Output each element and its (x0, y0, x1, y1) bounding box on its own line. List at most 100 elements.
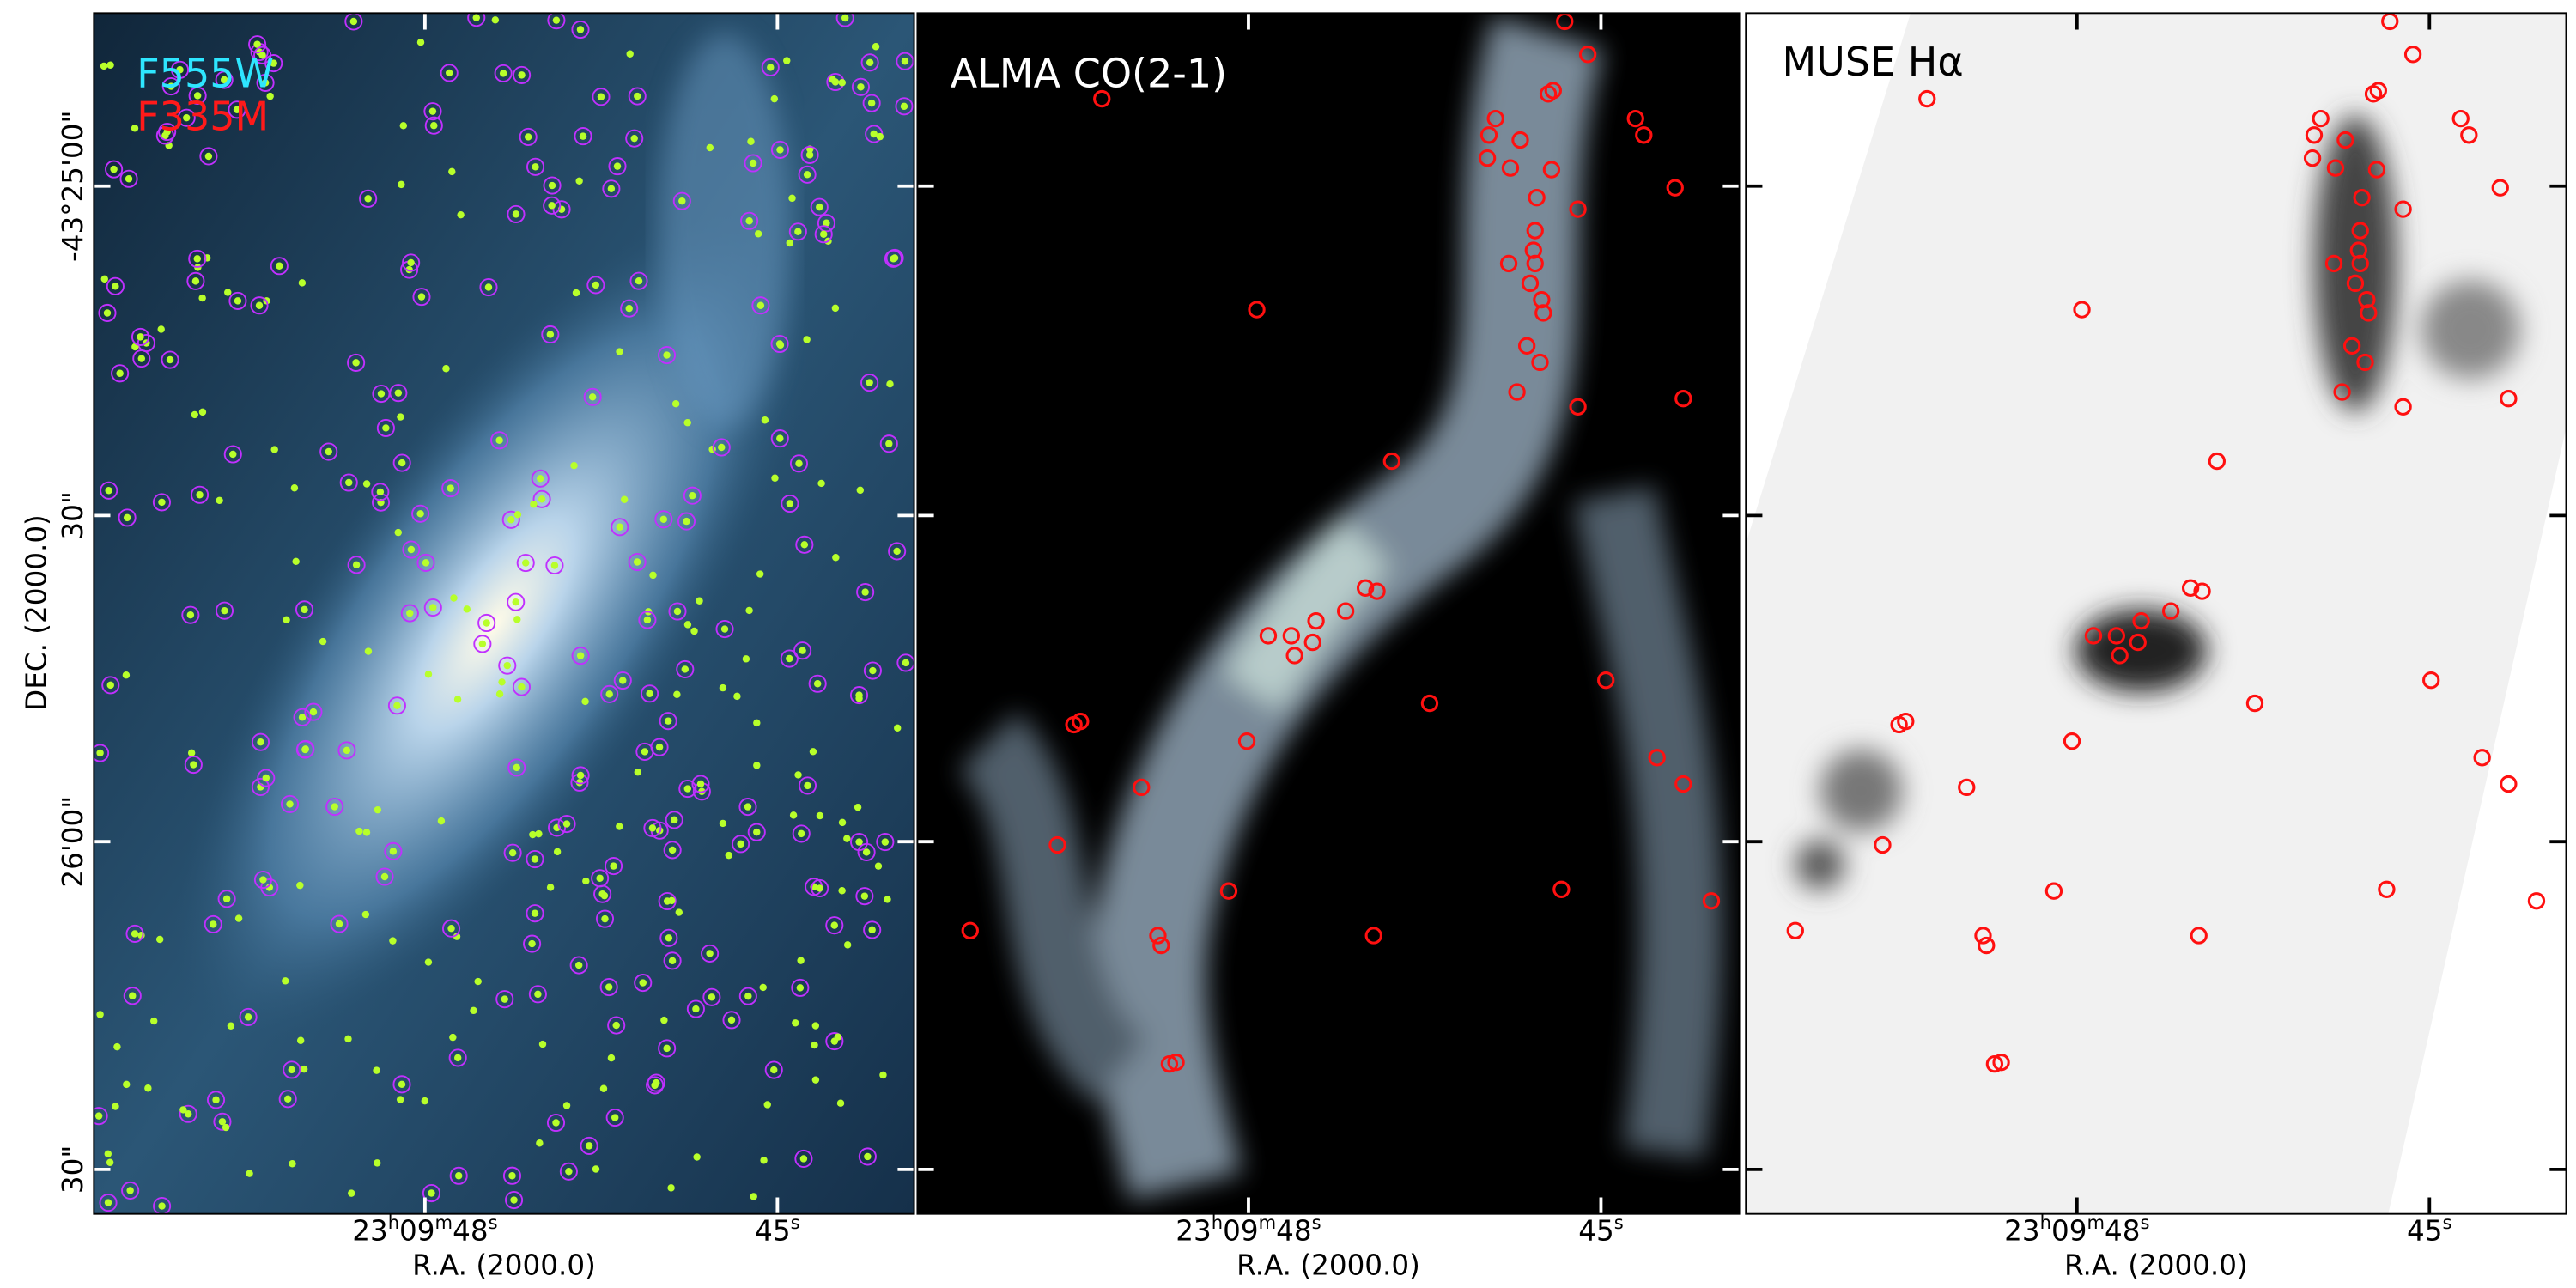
source-dot (376, 488, 385, 496)
source-circle (1974, 927, 1992, 945)
source-dot (893, 547, 901, 556)
source-dot (706, 143, 714, 152)
source-circle (825, 1032, 844, 1051)
source-circle (740, 211, 759, 230)
source-dot (229, 450, 237, 459)
source-dot (886, 380, 894, 388)
source-dot (634, 768, 642, 776)
source-circle (552, 200, 571, 219)
hst-image (94, 13, 914, 1214)
source-circle (789, 454, 809, 473)
source-dot (838, 887, 846, 895)
source-dot (131, 930, 139, 938)
source-dot (437, 817, 446, 825)
source-circle (1674, 775, 1692, 793)
x-tick-label: 23h09m48s (1176, 1212, 1321, 1247)
source-circle (531, 469, 550, 488)
source-circle (896, 52, 914, 70)
source-dot (454, 1172, 463, 1180)
source-circle (811, 878, 829, 897)
source-circle (2111, 647, 2129, 665)
source-dot (184, 1110, 192, 1118)
source-dot (453, 933, 461, 940)
source-dot (874, 862, 883, 870)
source-circle (1336, 602, 1355, 620)
source-dot (550, 562, 559, 569)
source-dot (484, 283, 493, 291)
source-dot (522, 559, 530, 567)
source-dot (610, 862, 617, 870)
alma-image (917, 13, 1740, 1214)
source-dot (276, 262, 283, 270)
source-circle (1282, 627, 1301, 645)
source-circle (1160, 1054, 1179, 1073)
source-dot (179, 1106, 187, 1114)
source-circle (422, 1183, 441, 1203)
source-circle (371, 483, 390, 501)
source-circle (557, 815, 576, 834)
source-circle (111, 364, 130, 383)
source-dot (562, 820, 571, 828)
source-dot (836, 1099, 845, 1107)
source-dot (131, 125, 139, 132)
source-circle (293, 708, 312, 726)
source-dot (362, 829, 371, 836)
panel-label: MUSE Hα (1782, 39, 1963, 85)
source-circle (99, 1194, 118, 1212)
source-circle (392, 1075, 411, 1094)
source-dot (298, 279, 307, 287)
source-dot (100, 275, 109, 283)
source-dot (786, 500, 794, 507)
source-dot (866, 58, 874, 67)
x-tick-label-part: 48 (2105, 1214, 2140, 1247)
source-dot (585, 1142, 593, 1150)
source-dot (572, 289, 580, 297)
source-dot (204, 152, 213, 161)
source-circle (1578, 46, 1597, 64)
x-tick-label-part: 09 (1223, 1214, 1258, 1247)
source-dot (838, 818, 847, 827)
source-dot (513, 763, 520, 772)
panel-label: ALMA CO(2-1) (951, 51, 1227, 97)
source-circle (856, 583, 875, 602)
source-dot (830, 921, 838, 929)
source-circle (153, 1197, 172, 1214)
source-dot (218, 1118, 227, 1126)
source-dot (546, 331, 555, 338)
source-dot (683, 785, 692, 793)
source-circle (131, 327, 150, 346)
source-dot (870, 130, 878, 138)
source-dot (187, 749, 196, 757)
source-dot (364, 195, 372, 203)
source-circle (467, 13, 486, 27)
source-circle (625, 129, 644, 148)
source-dot (600, 891, 609, 900)
source-circle (503, 843, 522, 862)
source-circle (895, 97, 914, 116)
source-circle (213, 1112, 232, 1131)
source-circle (686, 999, 705, 1018)
source-circle (179, 1104, 197, 1123)
source-circle (2193, 582, 2211, 600)
source-dot (325, 447, 332, 456)
source-dot (221, 606, 228, 615)
source-dot (754, 230, 762, 238)
source-dot (355, 827, 363, 835)
source-circle (1486, 109, 1504, 128)
source-dot (737, 840, 744, 848)
source-dot (763, 1101, 771, 1109)
source-dot (104, 1150, 112, 1158)
source-dot (343, 746, 351, 755)
source-circle (473, 635, 492, 653)
source-circle (2346, 274, 2365, 293)
source-circle (412, 288, 431, 307)
x-tick-label-part: 45 (2407, 1214, 2442, 1247)
source-circle (449, 1166, 468, 1185)
source-circle (792, 824, 811, 843)
source-dot (106, 1158, 114, 1166)
source-circle (2351, 254, 2369, 273)
source-circle (2044, 882, 2063, 900)
x-tick-label-part: 45 (1578, 1214, 1613, 1247)
source-circle (479, 277, 498, 297)
source-circle (715, 620, 734, 639)
